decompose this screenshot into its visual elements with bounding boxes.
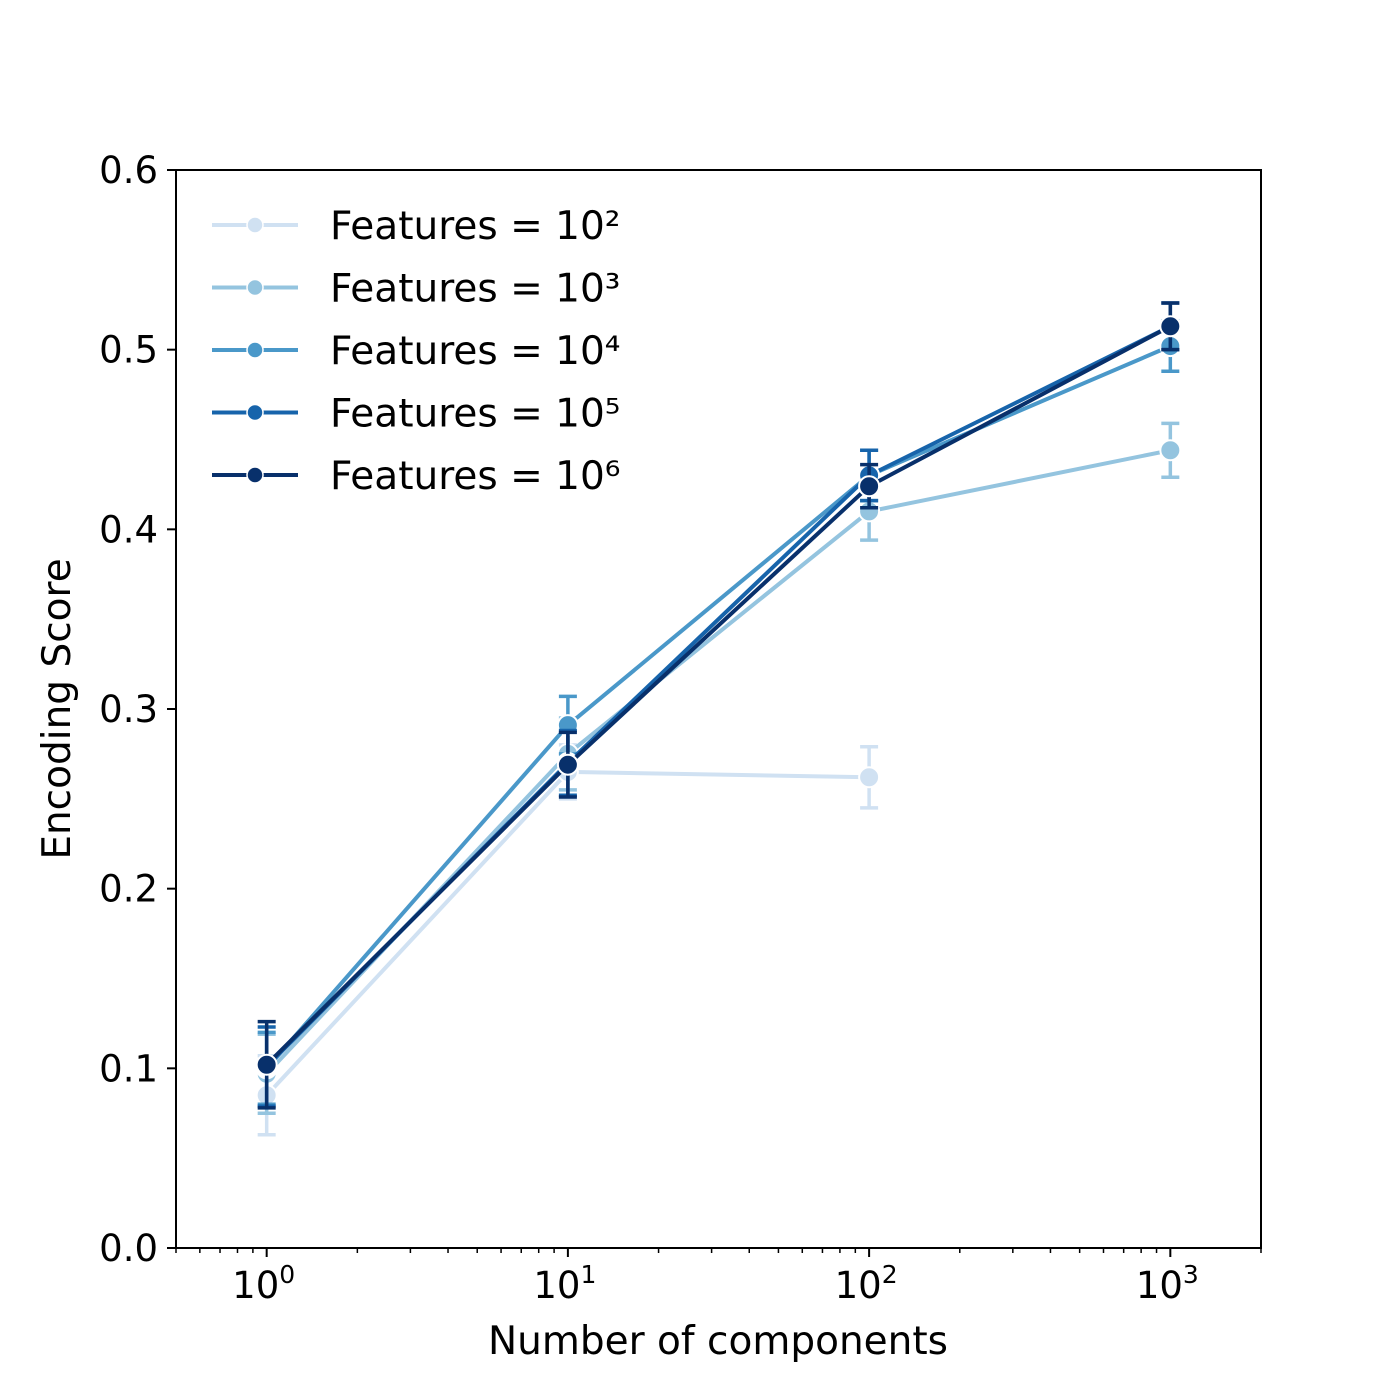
series-line-2 [265,344,1172,1070]
x-tick-label-0: 100 [232,1260,295,1307]
data-point-4-1 [556,753,579,776]
data-point-4-3 [1159,315,1182,338]
data-point-1-3 [1159,439,1182,462]
y-tick-label-1: 0.1 [99,1047,158,1090]
series-line-3 [265,324,1172,1068]
x-tick-label-1: 101 [533,1260,596,1307]
legend-swatch-marker [246,341,264,359]
legend-item-4: Features = 10⁶ [212,454,620,499]
series-1 [255,421,1182,1115]
data-point-0-2 [858,766,881,789]
legend-label-2: Features = 10⁴ [330,329,620,374]
data-point-4-2 [858,475,881,498]
y-tick-label-0: 0.0 [99,1227,158,1270]
series-line-1 [265,448,1171,1076]
y-axis-title: Encoding Score [35,558,80,859]
ticks-layer: 0.0 0.1 0.2 0.3 0.4 0.5 0.6 100 101 102 103 [99,149,1262,1307]
series-line-4 [265,324,1172,1067]
legend-label-1: Features = 10³ [330,267,620,312]
data-point-4-0 [255,1053,278,1076]
y-tick-label-5: 0.5 [99,329,158,372]
legend-item-2: Features = 10⁴ [212,329,620,374]
legend: Features = 10² Features = 10³ Features = 1… [212,204,620,499]
x-tick-label-2: 102 [835,1260,898,1307]
legend-swatch-marker [246,278,264,297]
y-tick-label-4: 0.4 [99,508,158,551]
legend-item-1: Features = 10³ [212,267,620,312]
legend-item-3: Features = 10⁵ [212,392,620,437]
legend-swatch-marker [246,466,264,484]
series-4 [255,301,1182,1110]
x-tick-label-3: 103 [1136,1260,1199,1307]
y-tick-label-2: 0.2 [99,868,158,911]
series-0 [255,743,881,1137]
series-line-0 [265,769,870,1097]
legend-swatch-marker [246,216,264,234]
series-layer [255,301,1182,1137]
legend-label-4: Features = 10⁶ [330,454,620,499]
legend-label-0: Features = 10² [330,204,620,249]
legend-label-3: Features = 10⁵ [330,392,620,437]
legend-swatch-marker [246,403,264,422]
legend-item-0: Features = 10² [212,204,620,249]
x-axis-title: Number of components [488,1319,948,1364]
series-2 [255,319,1182,1107]
y-tick-label-6: 0.6 [99,149,158,192]
y-tick-label-3: 0.3 [99,688,158,731]
